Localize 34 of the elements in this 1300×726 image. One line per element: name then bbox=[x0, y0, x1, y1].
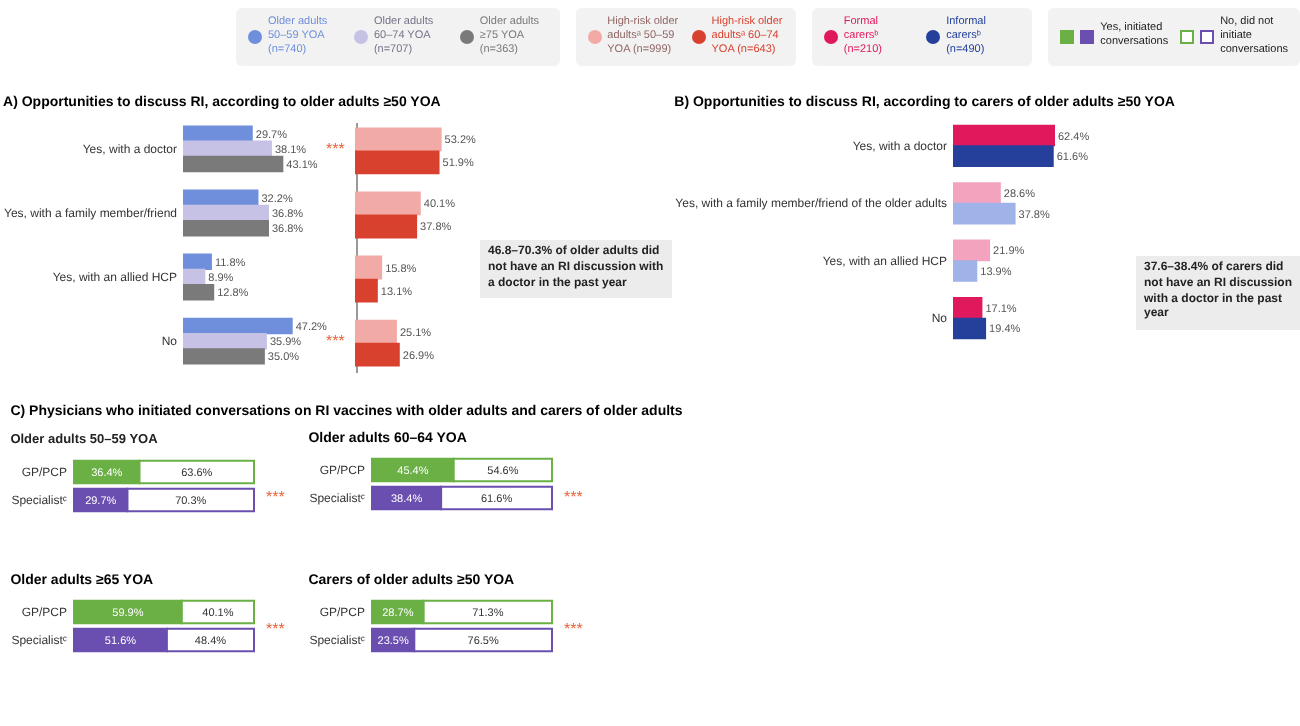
bar bbox=[355, 191, 421, 216]
bar bbox=[355, 319, 397, 344]
text: *** bbox=[266, 488, 285, 509]
bar bbox=[183, 253, 212, 271]
bar bbox=[183, 348, 265, 365]
bar bbox=[953, 145, 1054, 167]
bar bbox=[355, 278, 378, 303]
text: *** bbox=[326, 332, 345, 353]
bar bbox=[355, 150, 440, 175]
bar bbox=[355, 127, 442, 152]
bar bbox=[183, 125, 253, 142]
bar bbox=[953, 202, 1016, 225]
text: *** bbox=[266, 620, 285, 641]
bar bbox=[953, 260, 978, 282]
bar bbox=[183, 189, 259, 206]
text: *** bbox=[564, 488, 583, 509]
bar bbox=[183, 332, 267, 350]
bar bbox=[183, 317, 293, 335]
bar bbox=[183, 140, 272, 158]
bar bbox=[355, 342, 400, 367]
bar bbox=[953, 317, 987, 340]
bar bbox=[953, 239, 991, 262]
bar bbox=[183, 204, 269, 222]
text: *** bbox=[564, 620, 583, 641]
bar bbox=[355, 214, 418, 239]
bar bbox=[183, 155, 284, 173]
text: *** bbox=[326, 140, 345, 161]
bar bbox=[355, 255, 383, 280]
bar bbox=[183, 219, 269, 237]
bar bbox=[953, 182, 1001, 204]
bar bbox=[953, 124, 1055, 147]
bar bbox=[183, 268, 206, 286]
bar bbox=[183, 284, 215, 301]
bar bbox=[953, 297, 983, 319]
